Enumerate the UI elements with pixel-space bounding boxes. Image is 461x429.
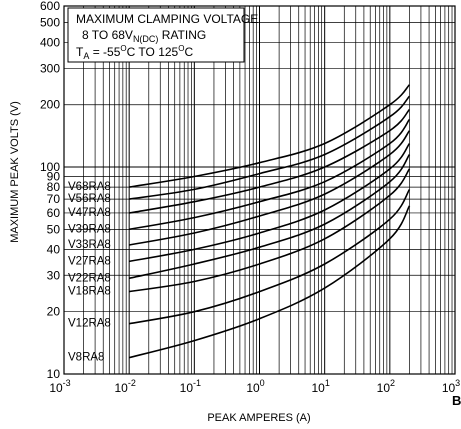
annotation-line-3: TA = -55OC TO 125OC <box>76 44 193 61</box>
y-tick-label: 40 <box>47 242 61 256</box>
grid-lines <box>63 5 455 375</box>
y-tick-label: 60 <box>47 206 61 220</box>
series-label-v39ra8: V39RA8 <box>68 223 111 235</box>
x-tick-base: 10 <box>377 381 391 395</box>
y-tick-label: 500 <box>40 15 60 29</box>
series-label-v56ra8: V56RA8 <box>68 193 111 205</box>
annotation-line-2: 8 TO 68VN(DC) RATING <box>82 28 206 44</box>
series-label-v27ra8: V27RA8 <box>68 255 111 267</box>
figure-letter: B <box>452 393 461 408</box>
annotation-t-sub: A <box>83 51 89 61</box>
annotation-temp-low: = -55 <box>89 45 120 59</box>
curve-v56ra8 <box>129 95 411 200</box>
series-label-v18ra8: V18RA8 <box>68 286 111 298</box>
x-tick-base: 10 <box>311 381 325 395</box>
x-tick-exponent: -3 <box>63 378 71 388</box>
series-label-v8ra8: V8RA8 <box>68 352 104 364</box>
annotation-deg-2: O <box>178 44 184 53</box>
curve-v8ra8 <box>128 205 411 359</box>
x-tick-base: 10 <box>246 381 260 395</box>
y-tick-label: 200 <box>40 98 60 112</box>
x-tick-base: 10 <box>49 381 63 395</box>
x-tick-exponent: 3 <box>455 378 460 388</box>
curve-v12ra8 <box>129 188 411 325</box>
x-tick-exponent: -2 <box>128 378 136 388</box>
x-tick-label: 102 <box>377 378 395 395</box>
x-tick-label: 100 <box>246 378 264 395</box>
y-tick-label: 100 <box>40 160 60 174</box>
x-tick-exponent: -1 <box>193 378 201 388</box>
x-tick-exponent: 1 <box>325 378 330 388</box>
curve-v39ra8 <box>129 118 411 231</box>
y-tick-label: 70 <box>47 192 61 206</box>
series-label-v22ra8: V22RA8 <box>68 272 111 284</box>
x-tick-base: 10 <box>442 381 456 395</box>
y-tick-label: 80 <box>47 180 61 194</box>
annotation-celsius: C <box>184 45 193 59</box>
x-tick-exponent: 0 <box>260 378 265 388</box>
y-tick-label: 600 <box>40 0 60 13</box>
x-tick-base: 10 <box>180 381 194 395</box>
annotation-line-2-sub: N(DC) <box>133 34 159 44</box>
y-tick-label: 20 <box>47 305 61 319</box>
x-tick-exponent: 2 <box>390 378 395 388</box>
curve-v22ra8 <box>129 154 411 280</box>
curve-v68ra8 <box>129 84 411 188</box>
y-tick-label: 50 <box>47 222 61 236</box>
x-tick-label: 10-3 <box>49 378 70 395</box>
curve-v27ra8 <box>129 143 411 263</box>
x-tick-base: 10 <box>114 381 128 395</box>
x-tick-label: 10-2 <box>114 378 135 395</box>
y-tick-label: 10 <box>47 367 61 381</box>
y-tick-label: 400 <box>40 35 60 49</box>
y-axis-title: MAXIMUM PEAK VOLTS (V) <box>9 101 21 243</box>
series-label-v68ra8: V68RA8 <box>68 181 111 193</box>
curve-v47ra8 <box>129 108 411 214</box>
curves-layer <box>128 84 411 359</box>
series-label-v33ra8: V33RA8 <box>68 239 111 251</box>
plot-frame <box>63 5 456 375</box>
annotation-temp-high: C TO 125 <box>127 45 179 59</box>
x-tick-labels: 10-3 10-2 10-1 100 101 102 103 <box>49 378 460 395</box>
curve-v18ra8 <box>129 168 411 293</box>
annotation-box <box>67 7 245 63</box>
series-label-v12ra8: V12RA8 <box>68 318 111 330</box>
x-tick-label: 101 <box>311 378 329 395</box>
y-tick-label: 300 <box>40 61 60 75</box>
annotation-line-1: MAXIMUM CLAMPING VOLTAGE <box>76 12 258 26</box>
curve-v33ra8 <box>129 130 411 246</box>
series-label-v47ra8: V47RA8 <box>68 207 111 219</box>
y-tick-label: 30 <box>47 268 61 282</box>
annotation-line-2-text: 8 TO 68V <box>82 28 133 42</box>
annotation-t: T <box>76 45 84 59</box>
x-axis-title: PEAK AMPERES (A) <box>207 412 310 424</box>
annotation-deg-1: O <box>120 44 126 53</box>
x-tick-label: 10-1 <box>180 378 201 395</box>
annotation-line-2-rating: RATING <box>158 28 206 42</box>
y-tick-label: 90 <box>47 170 61 184</box>
x-tick-label: 103 <box>442 378 460 395</box>
